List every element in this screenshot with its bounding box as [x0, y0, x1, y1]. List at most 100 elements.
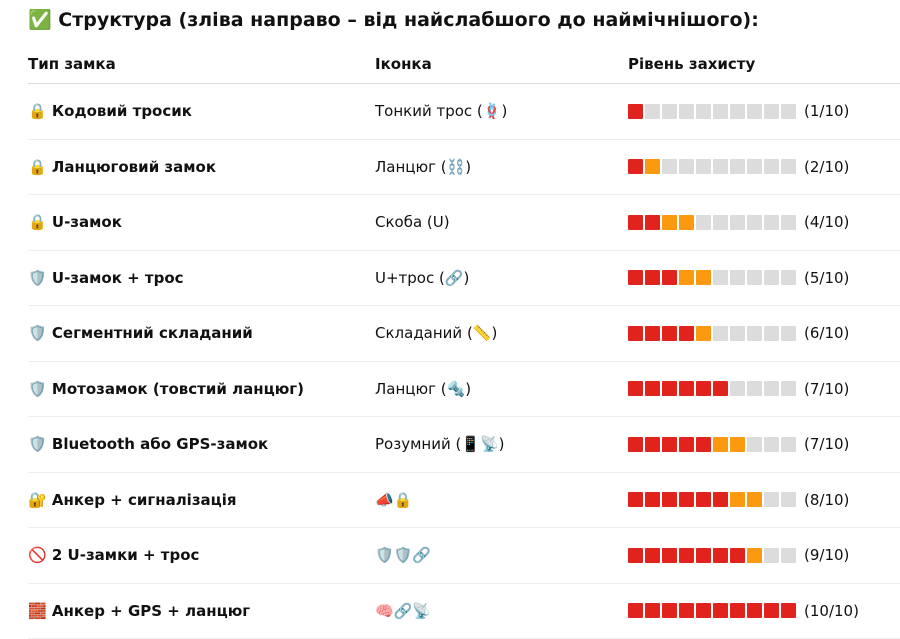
bar-square — [679, 104, 694, 119]
header-cell: Тип замка — [28, 44, 116, 83]
protection-level: (8/10) — [804, 491, 849, 509]
lock-type: 🛡️ U-замок + трос — [28, 251, 184, 306]
bar-square — [730, 215, 745, 230]
protection-cell: (5/10) — [628, 251, 849, 306]
bar-square — [764, 326, 779, 341]
protection-bar — [628, 326, 798, 341]
table-row: 🚫 2 U-замки + трос🛡️🛡️🔗(9/10) — [28, 528, 900, 584]
bar-square — [764, 104, 779, 119]
bar-square — [713, 603, 728, 618]
bar-square — [679, 159, 694, 174]
icon: Розумний (📱📡) — [375, 417, 505, 472]
bar-square — [696, 381, 711, 396]
bar-square — [645, 270, 660, 285]
lock-type: 🔒 Ланцюговий замок — [28, 140, 216, 195]
bar-square — [662, 381, 677, 396]
bar-square — [730, 381, 745, 396]
bar-square — [696, 104, 711, 119]
bar-square — [696, 437, 711, 452]
bar-square — [713, 381, 728, 396]
bar-square — [645, 326, 660, 341]
bar-square — [730, 270, 745, 285]
bar-square — [679, 215, 694, 230]
bar-square — [781, 104, 796, 119]
bar-square — [730, 492, 745, 507]
protection-cell: (2/10) — [628, 140, 849, 195]
icon: Ланцюг (🔩) — [375, 362, 471, 417]
bar-square — [679, 437, 694, 452]
bar-square — [730, 104, 745, 119]
protection-level: (7/10) — [804, 380, 849, 398]
bar-square — [628, 548, 643, 563]
protection-level: (7/10) — [804, 435, 849, 453]
bar-square — [713, 548, 728, 563]
bar-square — [747, 381, 762, 396]
bar-square — [730, 326, 745, 341]
bar-square — [696, 159, 711, 174]
table-row: 🛡️ Bluetooth або GPS-замок Розумний (📱📡) (… — [28, 417, 900, 473]
bar-square — [628, 270, 643, 285]
bar-square — [764, 215, 779, 230]
bar-square — [696, 548, 711, 563]
bar-square — [781, 381, 796, 396]
protection-cell: (7/10) — [628, 362, 849, 417]
icon: U+трос (🔗) — [375, 251, 469, 306]
bar-square — [645, 159, 660, 174]
bar-square — [662, 270, 677, 285]
bar-square — [662, 215, 677, 230]
protection-cell: (9/10) — [628, 528, 849, 583]
bar-square — [696, 326, 711, 341]
bar-square — [747, 326, 762, 341]
bar-square — [645, 603, 660, 618]
protection-level: (1/10) — [804, 102, 849, 120]
lock-type: 🛡️ Bluetooth або GPS-замок — [28, 417, 268, 472]
bar-square — [696, 215, 711, 230]
protection-bar — [628, 215, 798, 230]
bar-square — [747, 548, 762, 563]
protection-bar — [628, 437, 798, 452]
bar-square — [628, 381, 643, 396]
lock-type: 🛡️ Сегментний складаний — [28, 306, 253, 361]
bar-square — [662, 548, 677, 563]
bar-square — [645, 492, 660, 507]
bar-square — [628, 215, 643, 230]
bar-square — [764, 437, 779, 452]
protection-bar — [628, 159, 798, 174]
bar-square — [645, 548, 660, 563]
bar-square — [730, 437, 745, 452]
icon: 🧠🔗📡 — [375, 584, 431, 639]
protection-cell: (7/10) — [628, 417, 849, 472]
protection-bar — [628, 104, 798, 119]
bar-square — [645, 437, 660, 452]
lock-type: 🛡️ Мотозамок (товстий ланцюг) — [28, 362, 304, 417]
bar-square — [781, 215, 796, 230]
bar-square — [696, 603, 711, 618]
bar-square — [764, 159, 779, 174]
lock-type: 🔐 Анкер + сигналізація — [28, 473, 237, 528]
bar-square — [628, 492, 643, 507]
bar-square — [696, 492, 711, 507]
table-row: 🔒 Ланцюговий замок Ланцюг (⛓️) (2/10) — [28, 140, 900, 196]
protection-cell: (8/10) — [628, 473, 849, 528]
header-cell: Іконка — [375, 44, 432, 83]
bar-square — [662, 437, 677, 452]
bar-square — [781, 492, 796, 507]
bar-square — [764, 548, 779, 563]
bar-square — [645, 104, 660, 119]
bar-square — [628, 437, 643, 452]
bar-square — [713, 492, 728, 507]
bar-square — [679, 326, 694, 341]
bar-square — [628, 159, 643, 174]
bar-square — [713, 437, 728, 452]
protection-cell: (10/10) — [628, 584, 859, 639]
icon: 🛡️🛡️🔗 — [375, 528, 431, 583]
icon: Ланцюг (⛓️) — [375, 140, 471, 195]
protection-level: (2/10) — [804, 158, 849, 176]
protection-cell: (1/10) — [628, 84, 849, 139]
bar-square — [764, 492, 779, 507]
protection-level: (5/10) — [804, 269, 849, 287]
